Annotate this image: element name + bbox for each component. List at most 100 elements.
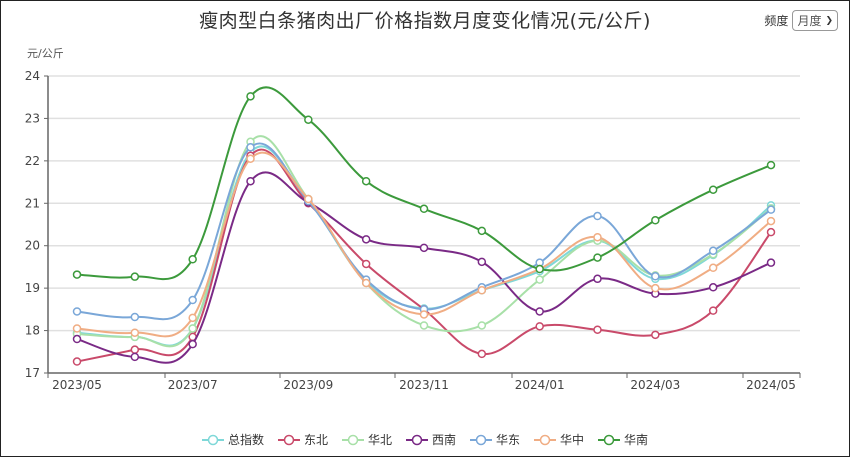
data-point[interactable] — [651, 330, 660, 340]
data-point[interactable] — [188, 295, 197, 305]
legend-marker-icon — [405, 434, 428, 445]
legend-item[interactable]: 华东 — [470, 431, 520, 448]
data-point[interactable] — [130, 352, 140, 362]
chart-title: 瘦肉型白条猪肉出厂价格指数月度变化情况(元/公斤) — [199, 10, 651, 32]
data-point[interactable] — [766, 205, 776, 214]
series-西南 — [72, 171, 776, 364]
data-point[interactable] — [130, 328, 140, 337]
x-tick-label: 2023/09 — [283, 378, 333, 392]
data-point[interactable] — [766, 160, 776, 170]
data-point[interactable] — [246, 92, 255, 101]
data-point[interactable] — [477, 321, 487, 330]
legend-item[interactable]: 西南 — [405, 431, 456, 448]
x-tick-label: 2023/07 — [168, 378, 218, 392]
data-point[interactable] — [188, 255, 197, 264]
data-point[interactable] — [304, 194, 313, 204]
legend-marker-icon — [341, 434, 364, 445]
data-point[interactable] — [361, 278, 371, 288]
y-tick-label: 24 — [25, 69, 40, 83]
data-point[interactable] — [188, 324, 197, 333]
data-point[interactable] — [72, 324, 82, 333]
legend-item[interactable]: 华南 — [598, 431, 648, 448]
data-point[interactable] — [535, 322, 544, 331]
y-tick-label: 18 — [25, 324, 40, 338]
data-point[interactable] — [361, 259, 371, 269]
y-tick-label: 19 — [25, 281, 40, 295]
series-华中 — [72, 151, 776, 338]
data-point[interactable] — [246, 154, 255, 163]
legend-label: 西南 — [431, 433, 456, 447]
data-point[interactable] — [593, 232, 602, 242]
data-point[interactable] — [708, 263, 718, 273]
data-point[interactable] — [72, 270, 82, 279]
legend-label: 东北 — [303, 433, 328, 447]
data-point[interactable] — [72, 357, 82, 366]
data-point[interactable] — [651, 272, 660, 281]
data-point[interactable] — [477, 286, 487, 295]
data-point[interactable] — [72, 307, 82, 316]
data-point[interactable] — [130, 345, 140, 354]
data-point[interactable] — [419, 310, 429, 319]
data-point[interactable] — [708, 185, 718, 194]
data-point[interactable] — [246, 143, 255, 152]
y-tick-label: 21 — [25, 196, 40, 210]
data-point[interactable] — [361, 235, 371, 244]
data-point[interactable] — [593, 274, 602, 284]
data-point[interactable] — [708, 246, 718, 256]
x-tick-label: 2024/05 — [746, 378, 796, 392]
x-tick-label: 2024/01 — [515, 378, 565, 392]
frequency-select[interactable]: 月度 ❯ — [792, 10, 838, 31]
data-point[interactable] — [72, 334, 82, 344]
data-point[interactable] — [651, 283, 660, 293]
legend-item[interactable]: 东北 — [277, 431, 328, 448]
data-point[interactable] — [766, 216, 776, 226]
data-point[interactable] — [535, 307, 544, 316]
data-point[interactable] — [188, 313, 197, 323]
legend-label: 华东 — [496, 433, 521, 447]
legend-marker-icon — [598, 434, 621, 445]
data-point[interactable] — [419, 204, 429, 214]
legend-marker-icon — [470, 434, 492, 445]
data-point[interactable] — [419, 243, 429, 253]
data-point[interactable] — [766, 227, 776, 237]
legend-item[interactable]: 华中 — [534, 431, 584, 448]
y-tick-label: 17 — [25, 366, 40, 380]
data-point[interactable] — [130, 312, 140, 322]
chart-legend: 总指数 东北 华北 西南 华东 华中 华南 — [0, 431, 850, 448]
y-tick-label: 22 — [25, 154, 40, 168]
y-axis-unit: 元/公斤 — [27, 47, 64, 60]
data-point[interactable] — [593, 211, 602, 221]
data-point[interactable] — [477, 257, 487, 267]
x-tick-label: 2024/03 — [630, 378, 680, 392]
data-point[interactable] — [535, 264, 544, 274]
y-tick-label: 20 — [25, 239, 40, 253]
legend-marker-icon — [277, 434, 300, 445]
legend-item[interactable]: 总指数 — [201, 431, 264, 448]
data-point[interactable] — [593, 325, 602, 334]
frequency-label: 频度 — [764, 14, 789, 28]
data-point[interactable] — [246, 176, 255, 186]
x-tick-label: 2023/11 — [399, 378, 449, 392]
legend-label: 华南 — [624, 433, 649, 447]
data-point[interactable] — [477, 226, 487, 236]
data-point[interactable] — [188, 339, 197, 349]
legend-label: 华中 — [560, 433, 585, 447]
chevron-down-icon: ❯ — [825, 15, 833, 26]
data-point[interactable] — [419, 321, 429, 330]
data-point[interactable] — [651, 216, 660, 225]
legend-marker-icon — [534, 434, 557, 445]
data-point[interactable] — [708, 306, 718, 315]
legend-item[interactable]: 华北 — [341, 431, 392, 448]
data-point[interactable] — [535, 275, 544, 284]
data-point[interactable] — [708, 283, 718, 292]
frequency-control: 频度 月度 ❯ — [764, 10, 838, 31]
series-华南 — [72, 86, 776, 281]
data-point[interactable] — [766, 258, 776, 267]
data-point[interactable] — [477, 349, 487, 359]
data-point[interactable] — [593, 253, 602, 262]
data-point[interactable] — [361, 176, 371, 186]
data-point[interactable] — [130, 272, 140, 281]
legend-marker-icon — [201, 434, 224, 445]
data-point[interactable] — [304, 115, 313, 124]
